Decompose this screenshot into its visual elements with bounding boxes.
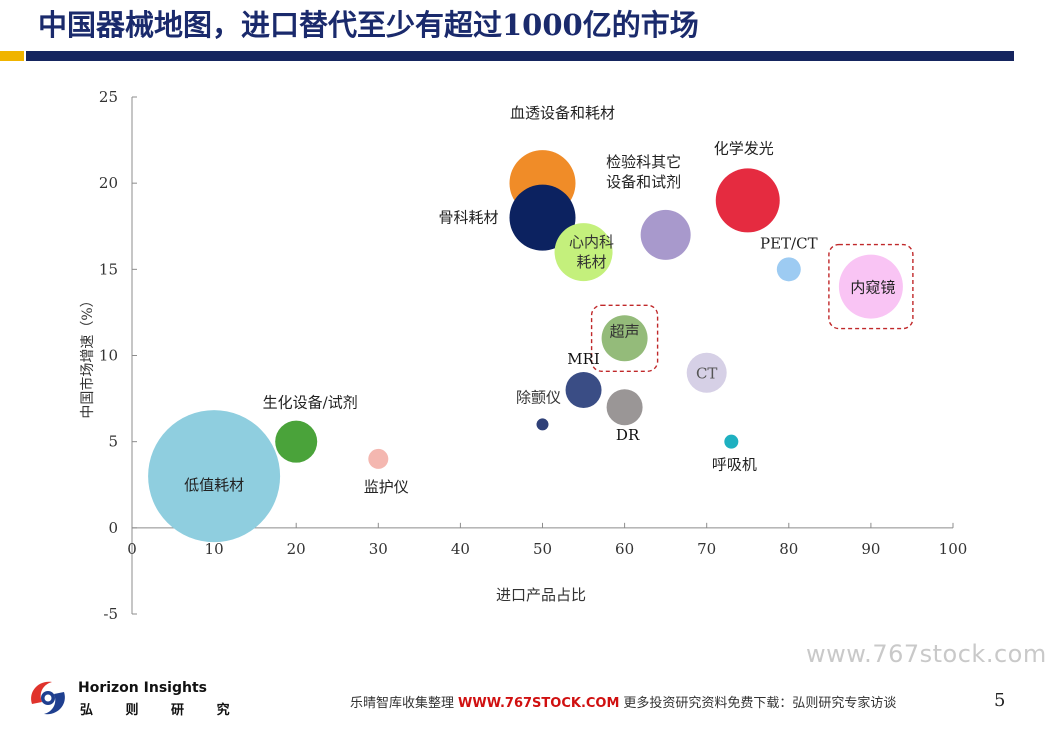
data-label: 监护仪 [364, 478, 409, 496]
header-rule [26, 51, 1014, 61]
data-label: 血透设备和耗材 [510, 104, 615, 122]
bubble [565, 371, 602, 408]
y-tick-label: 0 [108, 519, 118, 537]
data-label: 心内科 [569, 233, 614, 251]
y-axis-title: 中国市场增速（%） [79, 293, 96, 418]
y-tick-label: 20 [99, 174, 118, 192]
y-tick-label: 15 [99, 260, 118, 278]
bubble [640, 209, 691, 260]
data-label: 除颤仪 [516, 388, 561, 406]
chart-axis-titles: 进口产品占比 中国市场增速（%） [79, 293, 586, 604]
data-label: 化学发光 [714, 139, 774, 157]
y-tick-label: 25 [99, 88, 118, 106]
page-title: 中国器械地图，进口替代至少有超过1000亿的市场 [38, 8, 699, 42]
data-label: DR [616, 426, 640, 444]
x-tick-label: 60 [615, 540, 634, 558]
data-label: 内窥镜 [850, 279, 895, 297]
data-label: 设备和试剂 [606, 173, 681, 191]
bubble [606, 389, 643, 426]
x-tick-label: 90 [861, 540, 880, 558]
watermark: www.767stock.com [806, 640, 1047, 668]
brand-name-en: Horizon Insights [78, 680, 207, 696]
x-tick-label: 70 [697, 540, 716, 558]
bubble [601, 315, 648, 362]
data-label: CT [696, 365, 717, 383]
x-tick-label: 10 [205, 540, 224, 558]
highlight-frame [590, 304, 659, 372]
y-tick-label: -5 [103, 605, 118, 623]
footer-source-line: 乐晴智库收集整理 WWW.767STOCK.COM 更多投资研究资料免费下载：弘则研… [350, 692, 896, 711]
chart-bubbles [148, 150, 903, 543]
bubble [715, 168, 780, 233]
brand-name-cn: 弘 则 研 究 [80, 703, 244, 718]
bubble [686, 352, 727, 393]
bubble [554, 223, 613, 282]
y-tick-label: 5 [108, 433, 118, 451]
bubble [724, 434, 739, 449]
data-label: PET/CT [760, 234, 818, 252]
data-label: 骨科耗材 [438, 209, 498, 227]
footer-prefix: 乐晴智库收集整理 [350, 696, 455, 711]
x-tick-label: 80 [779, 540, 798, 558]
page-number: 5 [994, 690, 1006, 711]
x-axis-title: 进口产品占比 [496, 586, 586, 604]
header-accent-bar [0, 51, 24, 61]
bubble [776, 257, 801, 282]
data-label: 生化设备/试剂 [263, 394, 358, 412]
footer-url-link[interactable]: WWW.767STOCK.COM [458, 696, 620, 711]
highlight-frame [828, 243, 914, 330]
data-label: 检验科其它 [606, 153, 681, 171]
bubble [509, 184, 576, 251]
x-tick-label: 100 [939, 540, 968, 558]
y-tick-label: 10 [99, 347, 118, 365]
data-label: MRI [567, 350, 600, 368]
chart-axes: -5 0 5 10 15 20 25 0 10 20 30 40 50 60 70 80 90 100 [99, 88, 967, 623]
footer-suffix: 更多投资研究资料免费下载：弘则研究专家访谈 [623, 696, 897, 711]
x-tick-label: 50 [533, 540, 552, 558]
x-tick-label: 30 [369, 540, 388, 558]
x-tick-label: 0 [127, 540, 137, 558]
horizon-logo-icon [31, 681, 65, 715]
bubble [368, 448, 389, 469]
chart-highlight-frames [590, 243, 914, 372]
data-label: 耗材 [577, 253, 607, 271]
bubble [148, 410, 281, 543]
x-tick-label: 40 [451, 540, 470, 558]
bubble [838, 254, 903, 319]
bubble [275, 420, 318, 463]
data-label: 超声 [610, 322, 640, 340]
data-label: 呼吸机 [712, 456, 757, 474]
bubble [536, 418, 549, 431]
x-tick-label: 20 [287, 540, 306, 558]
data-label: 低值耗材 [184, 476, 244, 494]
